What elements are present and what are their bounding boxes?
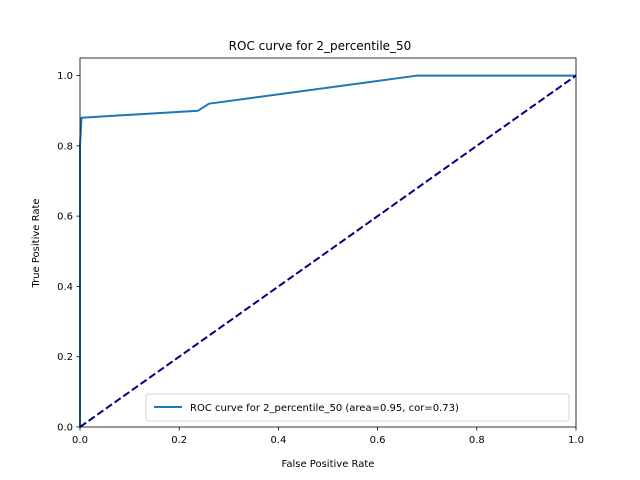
x-tick-label: 0.2: [171, 435, 187, 446]
legend-entry-roc: ROC curve for 2_percentile_50 (area=0.95…: [190, 403, 459, 414]
y-tick-label: 0.6: [57, 212, 73, 223]
legend-box: [145, 393, 570, 422]
x-tick-label: 0.6: [370, 435, 386, 446]
chart-title: ROC curve for 2_percentile_50: [229, 39, 412, 53]
y-tick-label: 0.4: [57, 282, 73, 293]
y-tick-label: 0.8: [57, 141, 73, 152]
x-tick-label: 0.8: [469, 435, 485, 446]
plot-area: [80, 58, 576, 427]
x-tick-label: 0.4: [270, 435, 286, 446]
y-axis-ticks: 0.0 0.2 0.4 0.6 0.8 1.0: [57, 71, 80, 434]
y-tick-label: 0.0: [57, 423, 73, 434]
x-axis-label: False Positive Rate: [282, 459, 375, 470]
x-axis-ticks: 0.0 0.2 0.4 0.6 0.8 1.0: [72, 427, 584, 446]
plot-frame: [79, 57, 577, 428]
legend: ROC curve for 2_percentile_50 (area=0.95…: [145, 393, 570, 422]
x-tick-label: 1.0: [568, 435, 584, 446]
x-tick-label: 0.0: [72, 435, 88, 446]
y-axis-label: True Positive Rate: [31, 198, 42, 288]
chance-diagonal-line: [79, 74, 577, 428]
y-tick-label: 1.0: [57, 71, 73, 82]
y-tick-label: 0.2: [57, 352, 73, 363]
